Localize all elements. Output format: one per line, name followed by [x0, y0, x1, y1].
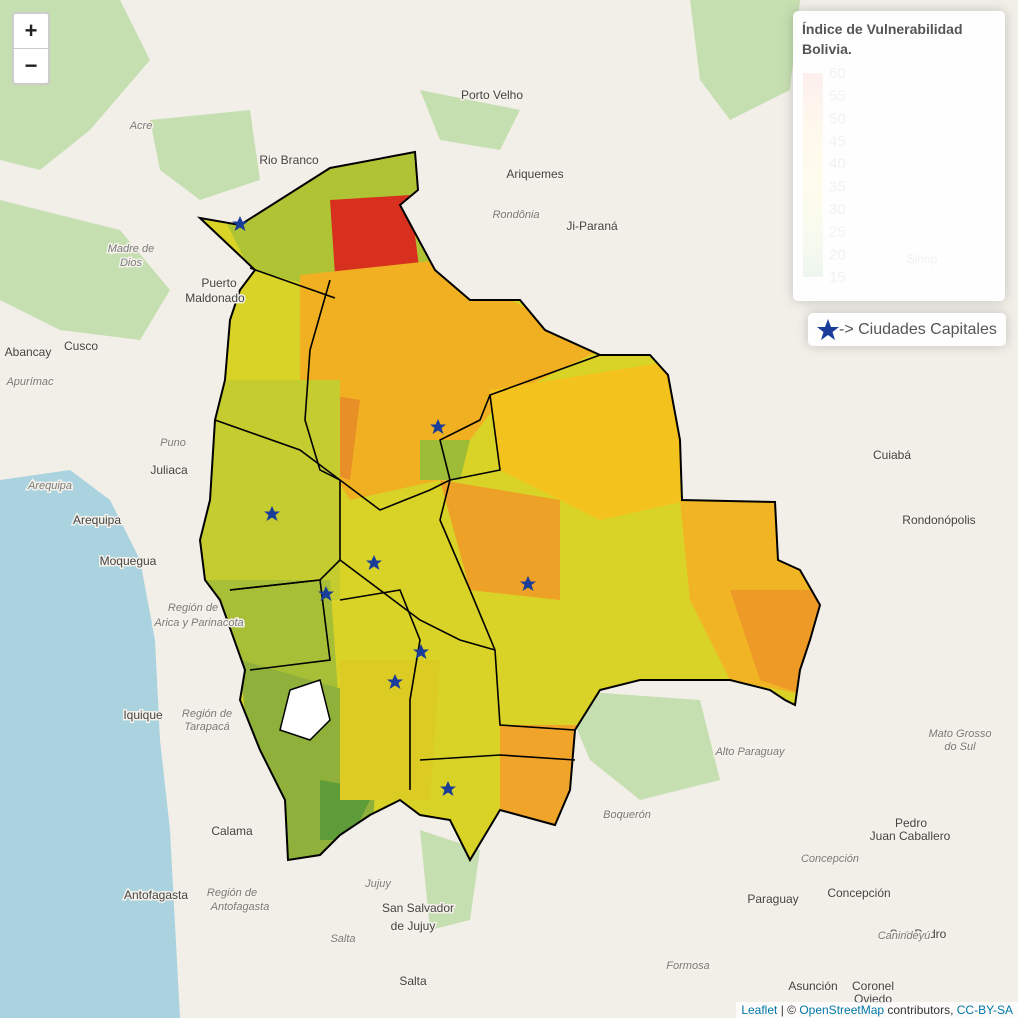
region-label: Antofagasta [210, 901, 270, 913]
capital-star [430, 419, 446, 434]
city-label: Salta [399, 974, 427, 988]
region-label: Formosa [666, 960, 709, 972]
ocean [0, 470, 180, 1018]
capitals-legend-text: -> Ciudades Capitales [839, 321, 997, 338]
capital-star [387, 674, 403, 689]
city-label: Cusco [64, 339, 98, 353]
capital-star [264, 506, 280, 521]
capital-star [440, 781, 456, 796]
city-label: Cuiabá [873, 448, 911, 462]
bolivia-border [196, 150, 822, 863]
region-label: Canindeyú [878, 930, 931, 942]
capital-star [413, 644, 429, 659]
city-label: Rondonópolis [902, 513, 975, 527]
attribution-link[interactable]: CC-BY-SA [956, 1003, 1013, 1017]
region-label: Alto Paraguay [714, 746, 786, 758]
city-label: Paraguay [747, 892, 798, 906]
region-label: Arica y Parinacota [153, 617, 243, 629]
legend-title-line: Bolivia. [802, 41, 852, 57]
city-label: Porto Velho [461, 88, 523, 102]
region-label: Apurímac [5, 376, 54, 388]
salar [279, 679, 331, 741]
region-label: Boquerón [603, 809, 651, 821]
city-label: Ji-Paraná [566, 219, 618, 233]
capital-star [366, 555, 382, 570]
city-label: Rio Branco [259, 153, 319, 167]
city-label: Ariquemes [506, 167, 563, 181]
attribution-link[interactable]: Leaflet [741, 1003, 778, 1017]
city-label: Pedro [895, 816, 927, 830]
zoom-out[interactable]: − [24, 53, 38, 78]
region-label: Salta [330, 933, 355, 945]
zoom-control: + − [12, 12, 50, 85]
region-label: Puno [160, 437, 186, 449]
legend: Índice de Vulnerabilidad Bolivia. [793, 11, 1005, 301]
city-label: San Salvador [382, 901, 454, 915]
city-label: de Jujuy [391, 919, 436, 933]
city-label: Iquique [123, 708, 163, 722]
city-label: Moquegua [100, 554, 157, 568]
region-label: Tarapacá [184, 721, 229, 733]
star-icon [817, 319, 839, 340]
attribution-text: | © [777, 1003, 800, 1017]
department-borders [214, 267, 601, 790]
city-label: Maldonado [185, 291, 245, 305]
place-labels: Porto Velho Rio Branco Ariquemes Ji-Paraná P… [3, 87, 993, 1008]
capitals-legend: -> Ciudades Capitales [808, 313, 1006, 346]
region-label: do Sul [944, 741, 976, 753]
city-label: San Pedro [890, 927, 947, 941]
city-label: Asunción [788, 979, 837, 993]
region-label: Región de [182, 708, 232, 720]
capital-star [232, 216, 248, 231]
legend-title-line: Índice de Vulnerabilidad [802, 21, 963, 37]
city-label: Puerto [201, 276, 237, 290]
region-label: Arequipa [27, 480, 72, 492]
capital-star [520, 576, 536, 591]
region-label: Mato Grosso [929, 728, 992, 740]
region-label: Región de [207, 887, 257, 899]
attribution-text: contributors, [884, 1003, 957, 1017]
region-label: Madre de [108, 243, 154, 255]
attribution: Leaflet | © OpenStreetMap contributors, … [736, 1002, 1018, 1018]
city-label: Calama [211, 824, 253, 838]
capital-stars [232, 216, 536, 796]
zoom-in[interactable]: + [14, 14, 48, 49]
city-label: Abancay [5, 345, 52, 359]
region-label: Acre [129, 120, 153, 132]
legend-title: Índice de Vulnerabilidad Bolivia. [802, 19, 963, 59]
region-label: Rondônia [492, 209, 539, 221]
region-label: Dios [120, 257, 143, 269]
attribution-link[interactable]: OpenStreetMap [799, 1003, 885, 1017]
city-label: Concepción [827, 886, 890, 900]
city-label: Antofagasta [124, 888, 188, 902]
region-label: Región de [168, 602, 218, 614]
city-label: Coronel [852, 979, 894, 993]
vegetation [0, 0, 800, 930]
city-label: Juliaca [150, 463, 188, 477]
region-label: Concepción [801, 853, 859, 865]
city-label: Arequipa [73, 513, 121, 527]
city-label: Juan Caballero [870, 829, 951, 843]
capital-star [318, 586, 334, 601]
region-label: Jujuy [364, 878, 392, 890]
